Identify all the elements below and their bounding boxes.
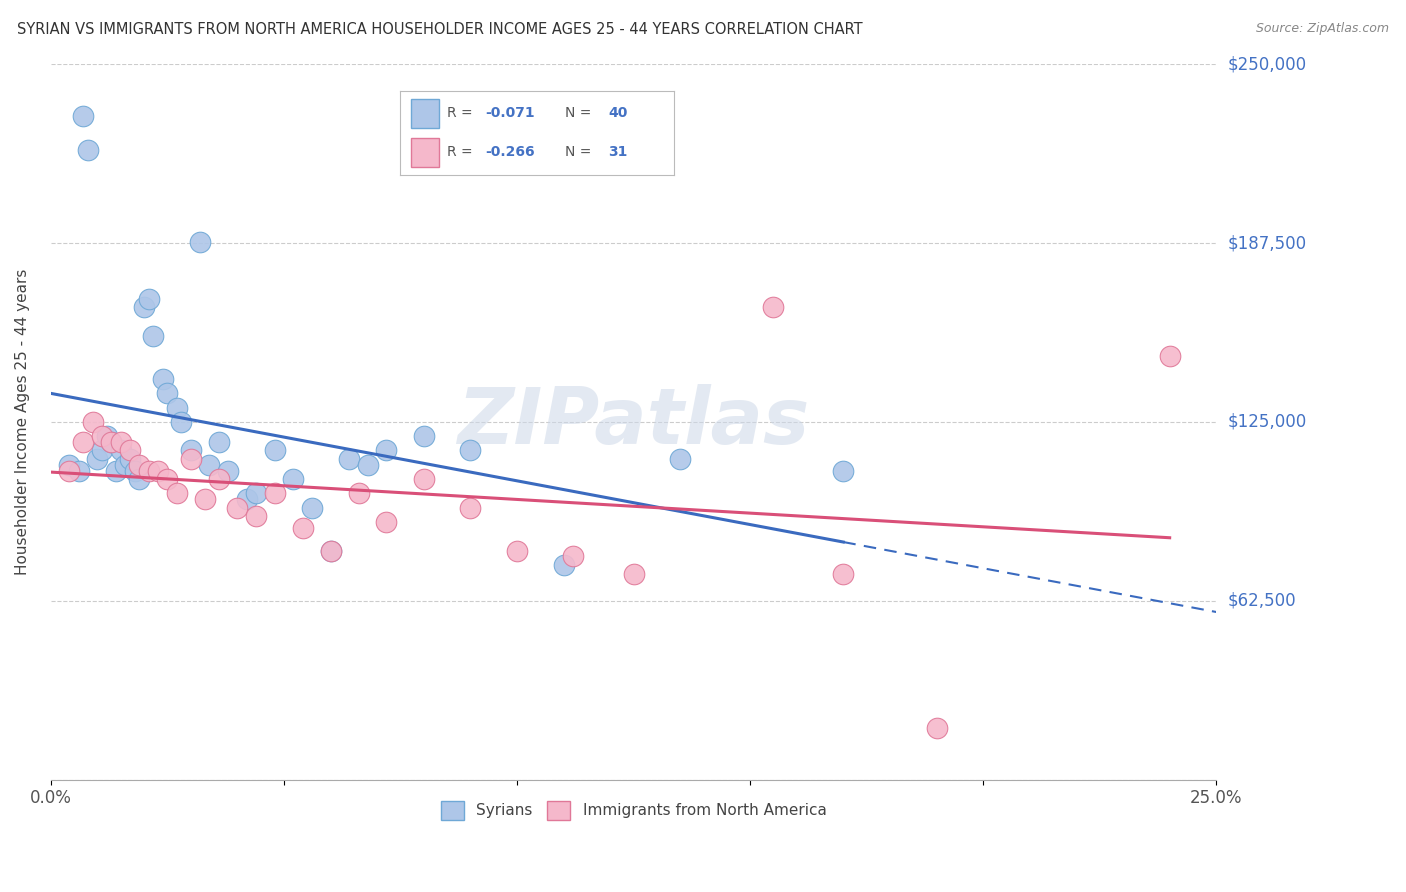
Point	[337, 452, 360, 467]
Point	[263, 486, 285, 500]
Point	[832, 566, 855, 581]
Point	[319, 543, 342, 558]
Point	[180, 452, 202, 467]
Point	[100, 434, 122, 449]
Point	[623, 566, 645, 581]
Point	[58, 458, 80, 472]
Point	[142, 329, 165, 343]
Text: $250,000: $250,000	[1227, 55, 1306, 73]
Point	[198, 458, 221, 472]
Point	[100, 434, 122, 449]
Point	[152, 372, 174, 386]
Point	[146, 463, 169, 477]
Text: Source: ZipAtlas.com: Source: ZipAtlas.com	[1256, 22, 1389, 36]
Point	[91, 429, 114, 443]
Point	[412, 472, 434, 486]
Point	[77, 143, 100, 157]
Point	[194, 492, 217, 507]
Point	[124, 463, 146, 477]
Point	[283, 472, 305, 486]
Point	[263, 443, 285, 458]
Point	[375, 443, 398, 458]
Text: SYRIAN VS IMMIGRANTS FROM NORTH AMERICA HOUSEHOLDER INCOME AGES 25 - 44 YEARS CO: SYRIAN VS IMMIGRANTS FROM NORTH AMERICA …	[17, 22, 862, 37]
Point	[91, 443, 114, 458]
Point	[72, 109, 94, 123]
Text: $187,500: $187,500	[1227, 234, 1306, 252]
Point	[120, 452, 142, 467]
Point	[120, 443, 142, 458]
Point	[156, 386, 179, 401]
Point	[58, 463, 80, 477]
Point	[762, 301, 785, 315]
Text: $62,500: $62,500	[1227, 591, 1296, 610]
Point	[105, 463, 128, 477]
Point	[1159, 349, 1181, 363]
Point	[291, 521, 314, 535]
Point	[347, 486, 370, 500]
Point	[301, 500, 323, 515]
Point	[188, 235, 211, 249]
Point	[412, 429, 434, 443]
Point	[72, 434, 94, 449]
Point	[86, 452, 108, 467]
Point	[138, 463, 160, 477]
Point	[110, 434, 132, 449]
Y-axis label: Householder Income Ages 25 - 44 years: Householder Income Ages 25 - 44 years	[15, 268, 30, 575]
Point	[82, 415, 104, 429]
Legend: Syrians, Immigrants from North America: Syrians, Immigrants from North America	[434, 795, 832, 826]
Point	[506, 543, 529, 558]
Point	[110, 443, 132, 458]
Point	[375, 515, 398, 529]
Point	[319, 543, 342, 558]
Point	[235, 492, 257, 507]
Point	[170, 415, 193, 429]
Point	[925, 721, 948, 735]
Point	[245, 486, 267, 500]
Point	[156, 472, 179, 486]
Point	[562, 549, 585, 564]
Point	[132, 301, 155, 315]
Point	[67, 463, 90, 477]
Point	[128, 458, 150, 472]
Point	[460, 500, 482, 515]
Point	[166, 401, 188, 415]
Point	[166, 486, 188, 500]
Point	[245, 509, 267, 524]
Point	[669, 452, 692, 467]
Point	[96, 429, 118, 443]
Point	[180, 443, 202, 458]
Point	[138, 292, 160, 306]
Point	[217, 463, 239, 477]
Point	[460, 443, 482, 458]
Point	[553, 558, 575, 572]
Point	[208, 472, 231, 486]
Point	[226, 500, 249, 515]
Point	[128, 472, 150, 486]
Point	[357, 458, 380, 472]
Point	[114, 458, 136, 472]
Text: ZIPatlas: ZIPatlas	[457, 384, 810, 460]
Point	[208, 434, 231, 449]
Text: $125,000: $125,000	[1227, 413, 1306, 431]
Point	[832, 463, 855, 477]
